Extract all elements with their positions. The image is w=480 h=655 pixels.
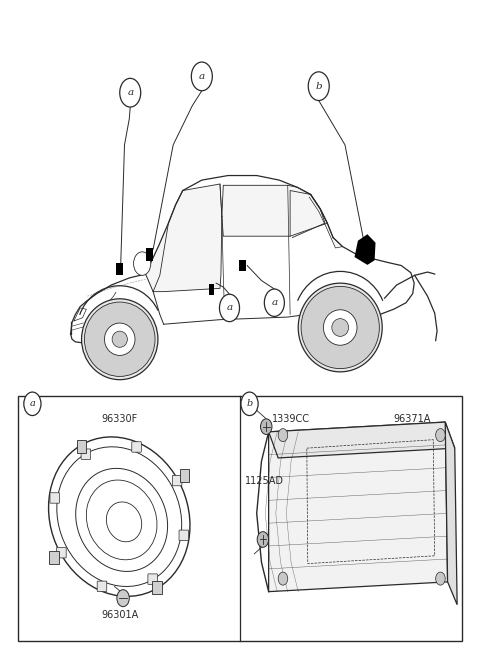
Ellipse shape <box>324 310 357 345</box>
Circle shape <box>264 289 284 316</box>
Circle shape <box>241 392 258 415</box>
Text: 96301A: 96301A <box>101 610 138 620</box>
FancyBboxPatch shape <box>81 449 91 459</box>
Circle shape <box>24 392 41 415</box>
Circle shape <box>278 572 288 585</box>
Ellipse shape <box>82 299 158 380</box>
Polygon shape <box>309 195 343 248</box>
Polygon shape <box>153 184 222 291</box>
Circle shape <box>117 590 129 607</box>
Ellipse shape <box>298 283 382 372</box>
Text: 1339CC: 1339CC <box>272 414 310 424</box>
FancyBboxPatch shape <box>172 476 182 486</box>
Bar <box>180 470 189 483</box>
FancyBboxPatch shape <box>132 441 141 452</box>
Circle shape <box>133 252 151 275</box>
Bar <box>18 396 462 641</box>
Polygon shape <box>355 234 375 265</box>
FancyBboxPatch shape <box>50 493 60 503</box>
Circle shape <box>436 572 445 585</box>
Text: 1125AD: 1125AD <box>245 476 284 486</box>
Text: a: a <box>29 400 36 408</box>
Polygon shape <box>222 185 327 236</box>
Polygon shape <box>269 422 447 591</box>
Bar <box>116 263 123 274</box>
Circle shape <box>308 72 329 100</box>
Polygon shape <box>445 422 457 605</box>
Text: b: b <box>315 82 322 90</box>
Circle shape <box>257 532 269 548</box>
Text: 96330F: 96330F <box>102 414 138 424</box>
Bar <box>77 440 86 453</box>
Ellipse shape <box>84 302 155 377</box>
Text: a: a <box>227 303 233 312</box>
Text: a: a <box>271 298 277 307</box>
Text: a: a <box>127 88 133 97</box>
Circle shape <box>278 428 288 441</box>
Ellipse shape <box>332 318 348 337</box>
Bar <box>208 284 214 295</box>
Ellipse shape <box>112 331 127 347</box>
Circle shape <box>192 62 212 91</box>
Polygon shape <box>145 191 183 290</box>
Text: a: a <box>199 72 205 81</box>
FancyBboxPatch shape <box>97 581 107 591</box>
Circle shape <box>436 428 445 441</box>
FancyBboxPatch shape <box>148 574 157 584</box>
Polygon shape <box>290 191 325 238</box>
Bar <box>239 259 246 271</box>
Circle shape <box>261 419 272 434</box>
Bar <box>152 580 162 593</box>
Text: 96371A: 96371A <box>393 414 431 424</box>
Bar <box>49 551 59 564</box>
FancyBboxPatch shape <box>57 548 66 558</box>
FancyBboxPatch shape <box>179 530 189 540</box>
Bar <box>145 248 153 261</box>
Circle shape <box>219 294 240 322</box>
Ellipse shape <box>105 323 135 356</box>
Text: b: b <box>246 400 252 408</box>
Circle shape <box>120 79 141 107</box>
Polygon shape <box>269 422 455 458</box>
Ellipse shape <box>301 286 379 369</box>
